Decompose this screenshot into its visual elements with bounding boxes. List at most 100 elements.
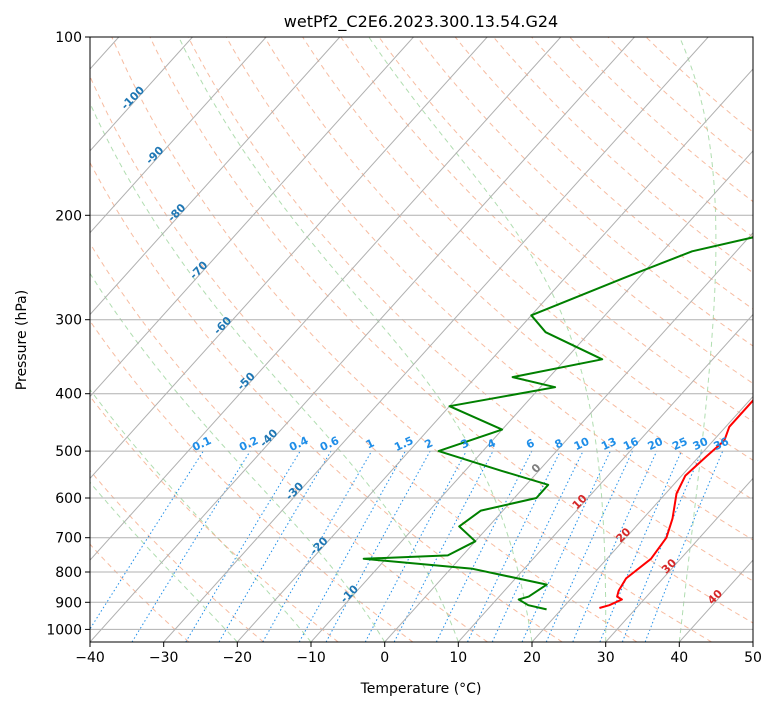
isotherm-line	[90, 37, 635, 642]
isotherm-label: 10	[570, 492, 590, 512]
mixing-ratio-line	[364, 450, 467, 642]
mixing-ratio-label: 36	[712, 435, 732, 453]
isotherm-line	[310, 150, 753, 642]
dry-adiabat-line	[90, 242, 488, 642]
x-tick-label: 0	[380, 650, 389, 666]
dry-adiabat-line	[90, 469, 264, 642]
dry-adiabat-line	[111, 37, 712, 642]
mixing-ratio-line	[90, 450, 204, 630]
mixing-ratio-lines	[90, 450, 724, 642]
mixing-ratio-line	[621, 450, 703, 642]
mixing-ratio-line	[599, 450, 682, 642]
mixing-ratio-label: 25	[670, 435, 689, 453]
isotherm-label: -100	[118, 83, 147, 112]
chart-title: wetPf2_C2E6.2023.300.13.54.G24	[284, 12, 558, 32]
dry-adiabat-line	[90, 320, 414, 642]
mixing-ratio-line	[545, 450, 633, 642]
mixing-ratio-line	[491, 450, 584, 642]
isotherm-line	[90, 37, 414, 398]
dry-adiabat-line	[90, 395, 339, 642]
y-tick-label: 100	[55, 30, 82, 46]
moist-adiabat-line	[678, 37, 717, 642]
mixing-ratio-line	[131, 450, 251, 642]
moist-adiabat-line	[90, 388, 312, 642]
isotherm-line	[90, 37, 341, 316]
mixing-ratio-label: 6	[524, 436, 537, 451]
mixing-ratio-line	[572, 450, 658, 642]
dry-adiabat-line	[493, 37, 753, 274]
mixing-ratio-label: 30	[691, 435, 711, 453]
isotherm-label: -80	[165, 201, 188, 224]
moist-adiabat-line	[90, 102, 459, 642]
x-tick-label: 50	[744, 650, 762, 666]
mixing-ratio-label: 13	[599, 435, 618, 453]
y-tick-label: 300	[55, 313, 82, 329]
dry-adiabat-line	[378, 37, 753, 385]
isotherm-line	[90, 37, 267, 234]
isotherm-line	[605, 477, 753, 642]
isotherm-label: -40	[257, 426, 280, 449]
y-tick-label: 600	[55, 491, 82, 507]
dry-adiabat-line	[90, 75, 638, 642]
isotherm-line	[90, 37, 562, 561]
mixing-ratio-label: 3	[459, 436, 471, 451]
dry-adiabat-line	[225, 37, 753, 541]
mixing-ratio-label: 4	[485, 436, 498, 451]
mixing-ratio-line	[325, 450, 431, 642]
y-axis-label: Pressure (hPa)	[14, 290, 30, 390]
x-tick-label: 30	[597, 650, 615, 666]
isotherm-label: 30	[659, 556, 679, 576]
isotherm-label: -30	[283, 479, 306, 502]
moist-adiabat-line	[90, 481, 238, 642]
isotherm-line	[752, 641, 753, 642]
isotherm-line	[90, 37, 193, 152]
y-tick-label: 1000	[46, 622, 82, 638]
isotherm-line	[531, 395, 753, 642]
isotherm-line	[384, 232, 753, 642]
mixing-ratio-label: 10	[572, 435, 592, 453]
mixing-ratio-line	[435, 450, 533, 642]
dry-adiabat-line	[264, 37, 753, 501]
mixing-ratio-label: 16	[621, 435, 641, 453]
dry-adiabat-line	[416, 37, 753, 347]
x-tick-label: 20	[523, 650, 541, 666]
dewpoint-profile	[362, 235, 753, 611]
isotherm-label: 20	[613, 525, 633, 545]
x-axis-label: Temperature (°C)	[360, 681, 482, 697]
dry-adiabats	[90, 37, 753, 642]
dry-adiabat-line	[454, 37, 753, 310]
plot-frame	[89, 36, 754, 643]
y-tick-label: 400	[55, 387, 82, 403]
dry-adiabat-line	[149, 37, 753, 624]
isotherm-label: -60	[211, 314, 234, 337]
plot-area: 0.1 0.2 0.4 0.6 1 1.5 2 3 4 6 8 10 13 16 20 25 30 36-100-…	[90, 37, 753, 642]
moist-adiabats	[90, 37, 717, 642]
skewed-isotherms	[90, 37, 753, 642]
y-tick-label: 200	[55, 208, 82, 224]
y-tick-label: 800	[55, 565, 82, 581]
isotherm-line	[90, 37, 488, 480]
y-tick-label: 700	[55, 531, 82, 547]
moist-adiabat-line	[368, 37, 607, 642]
dry-adiabat-line	[531, 37, 753, 238]
dry-adiabat-line	[645, 37, 753, 133]
mixing-ratio-line	[467, 450, 561, 642]
isotherm-label: 40	[705, 587, 725, 607]
isotherm-line	[678, 559, 753, 642]
y-axis-ticks: 100 200 300 400 500 600 700 800 900 1000	[46, 30, 90, 638]
dry-adiabat-line	[90, 161, 563, 642]
pressure-gridlines	[90, 37, 753, 630]
moist-adiabat-line	[178, 37, 533, 642]
isotherm-label: -70	[187, 258, 210, 281]
isotherm-line	[236, 68, 753, 642]
temperature-profile	[599, 387, 753, 609]
dry-adiabat-line	[187, 37, 753, 582]
isotherm-line	[457, 313, 753, 642]
isotherm-line	[163, 37, 709, 642]
x-tick-label: −20	[223, 650, 253, 666]
x-tick-label: 10	[449, 650, 467, 666]
x-tick-label: 40	[670, 650, 688, 666]
profiles	[362, 235, 753, 611]
mixing-ratio-line	[185, 450, 301, 642]
